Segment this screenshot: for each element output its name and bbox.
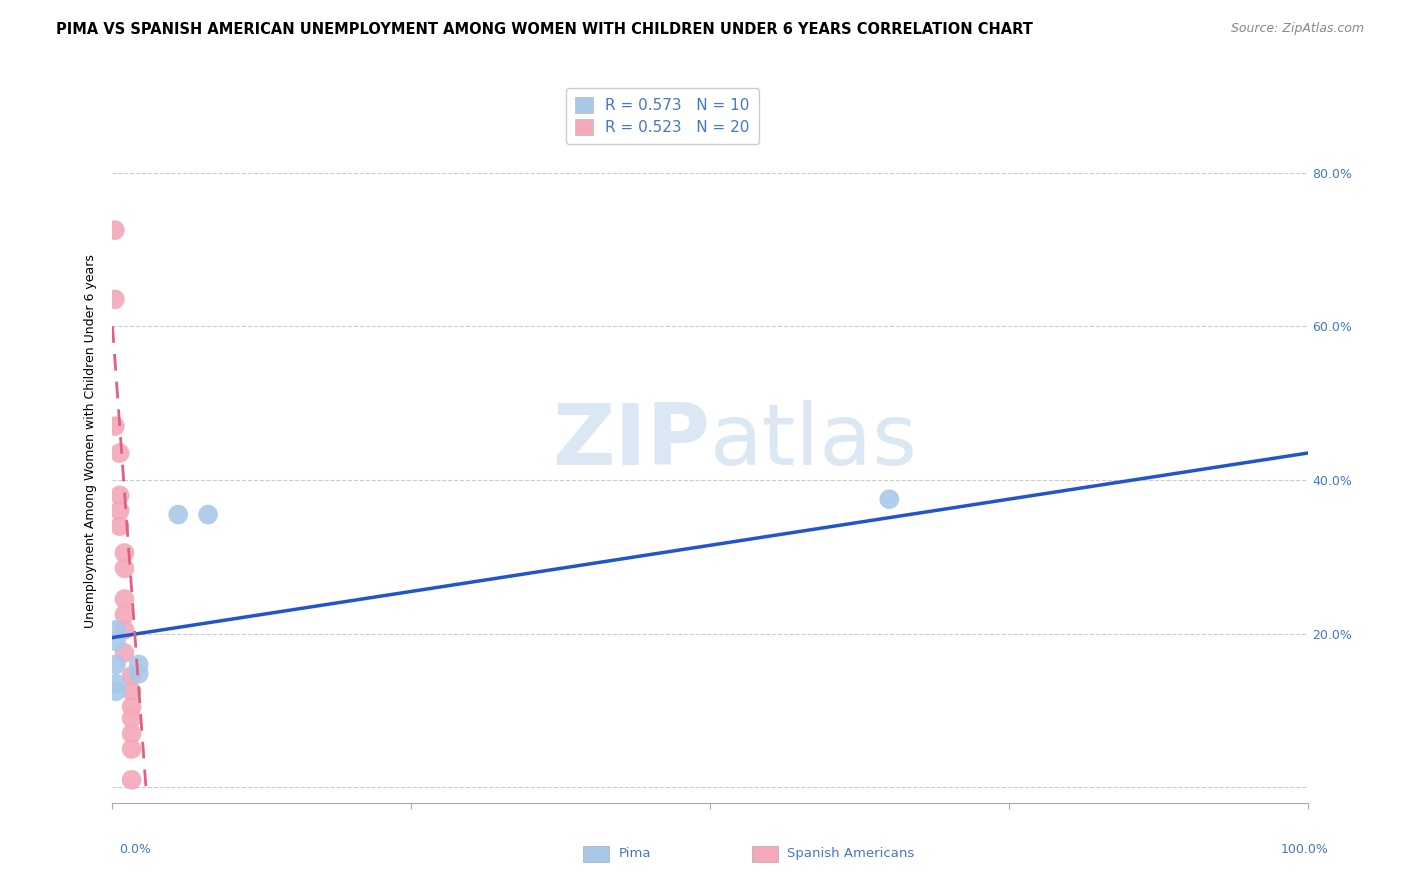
Point: [114, 646, 135, 660]
Point: [105, 676, 128, 690]
Point: [108, 488, 131, 502]
Y-axis label: Unemployment Among Women with Children Under 6 years: Unemployment Among Women with Children U…: [83, 254, 97, 629]
Point: [104, 419, 127, 434]
Point: [104, 223, 127, 237]
Text: atlas: atlas: [710, 400, 918, 483]
Point: [128, 666, 150, 681]
Point: [879, 492, 901, 507]
Point: [121, 711, 143, 725]
Legend: R = 0.573   N = 10, R = 0.523   N = 20: R = 0.573 N = 10, R = 0.523 N = 20: [565, 88, 759, 145]
Text: Source: ZipAtlas.com: Source: ZipAtlas.com: [1230, 22, 1364, 36]
Text: Pima: Pima: [619, 847, 651, 860]
Point: [108, 446, 131, 460]
Point: [121, 699, 143, 714]
Text: 0.0%: 0.0%: [120, 843, 152, 856]
Text: ZIP: ZIP: [553, 400, 710, 483]
Point: [121, 742, 143, 756]
Point: [128, 657, 150, 672]
Point: [121, 669, 143, 683]
Point: [121, 726, 143, 740]
Point: [108, 504, 131, 518]
Point: [197, 508, 219, 522]
Point: [114, 607, 135, 622]
Point: [114, 561, 135, 575]
Text: PIMA VS SPANISH AMERICAN UNEMPLOYMENT AMONG WOMEN WITH CHILDREN UNDER 6 YEARS CO: PIMA VS SPANISH AMERICAN UNEMPLOYMENT AM…: [56, 22, 1033, 37]
Point: [114, 623, 135, 637]
Point: [108, 519, 131, 533]
Text: 100.0%: 100.0%: [1281, 843, 1329, 856]
Point: [105, 657, 128, 672]
Point: [105, 634, 128, 648]
Point: [104, 293, 127, 307]
Point: [114, 546, 135, 560]
Point: [167, 508, 190, 522]
Point: [105, 623, 128, 637]
Point: [114, 592, 135, 607]
Point: [105, 684, 128, 698]
Text: Spanish Americans: Spanish Americans: [787, 847, 915, 860]
Point: [121, 684, 143, 698]
Point: [121, 772, 143, 787]
